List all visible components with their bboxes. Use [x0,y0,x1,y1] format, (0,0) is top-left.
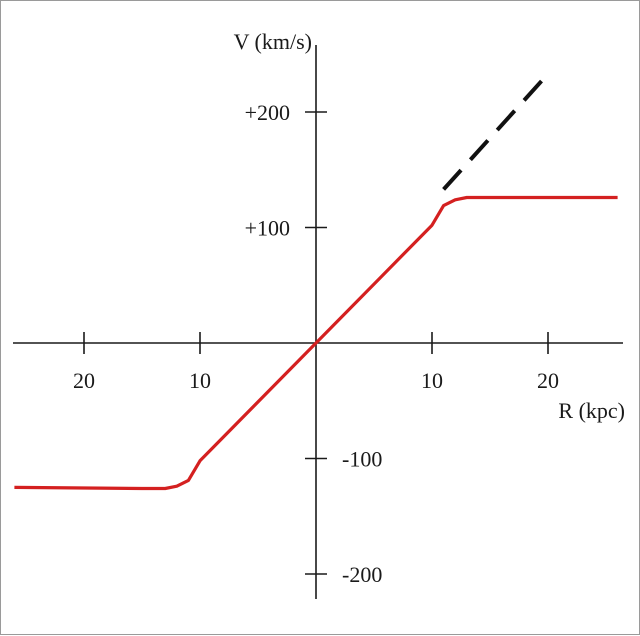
y-tick-label: -200 [342,562,382,587]
x-tick-label: 10 [189,368,211,393]
y-tick-label: -100 [342,447,382,472]
y-tick-label: +200 [245,100,290,125]
y-axis-label: V (km/s) [234,29,312,54]
axes [13,45,623,599]
keplerian-dashed-line [442,72,550,191]
series-layer [14,72,618,491]
x-tick-label: 20 [537,368,559,393]
labels: 20 10 10 20 +200 +100 -100 -200 V (km/s) R (kpc) [73,29,625,587]
ticks [83,111,549,575]
x-tick-label: 10 [421,368,443,393]
x-axis-label: R (kpc) [558,398,625,423]
y-tick-label: +100 [245,216,290,241]
rotation-curve-line [14,195,618,491]
x-tick-label: 20 [73,368,95,393]
